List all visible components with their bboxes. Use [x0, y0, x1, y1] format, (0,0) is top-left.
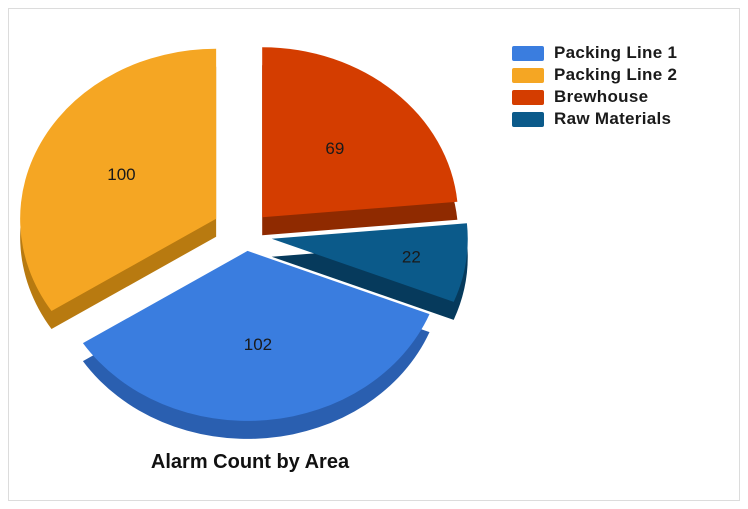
data-label-brewhouse: 69 — [325, 139, 344, 158]
legend-label: Brewhouse — [554, 87, 649, 106]
legend-item-raw-materials: Raw Materials — [512, 108, 677, 130]
chart-title: Alarm Count by Area — [150, 451, 350, 473]
legend-item-brewhouse: Brewhouse — [512, 86, 677, 108]
data-label-packing-line-2: 100 — [107, 165, 135, 184]
legend: Packing Line 1 Packing Line 2 Brewhouse … — [512, 42, 677, 130]
pie-slice-raw-materials — [271, 223, 468, 302]
legend-label: Raw Materials — [554, 109, 672, 128]
legend-item-packing-line-1: Packing Line 1 — [512, 42, 677, 64]
legend-item-packing-line-2: Packing Line 2 — [512, 64, 677, 86]
legend-swatch — [512, 45, 544, 61]
data-label-packing-line-1: 102 — [244, 335, 272, 354]
pie-slice-packing-line-2 — [20, 48, 217, 311]
legend-swatch — [512, 89, 544, 105]
pie-slice-packing-line-1 — [82, 250, 430, 421]
legend-swatch — [512, 67, 544, 83]
data-label-raw-materials: 22 — [402, 247, 421, 266]
legend-label: Packing Line 1 — [554, 43, 678, 62]
pie-slice-brewhouse — [262, 47, 458, 218]
legend-label: Packing Line 2 — [554, 65, 678, 84]
legend-swatch — [512, 111, 544, 127]
